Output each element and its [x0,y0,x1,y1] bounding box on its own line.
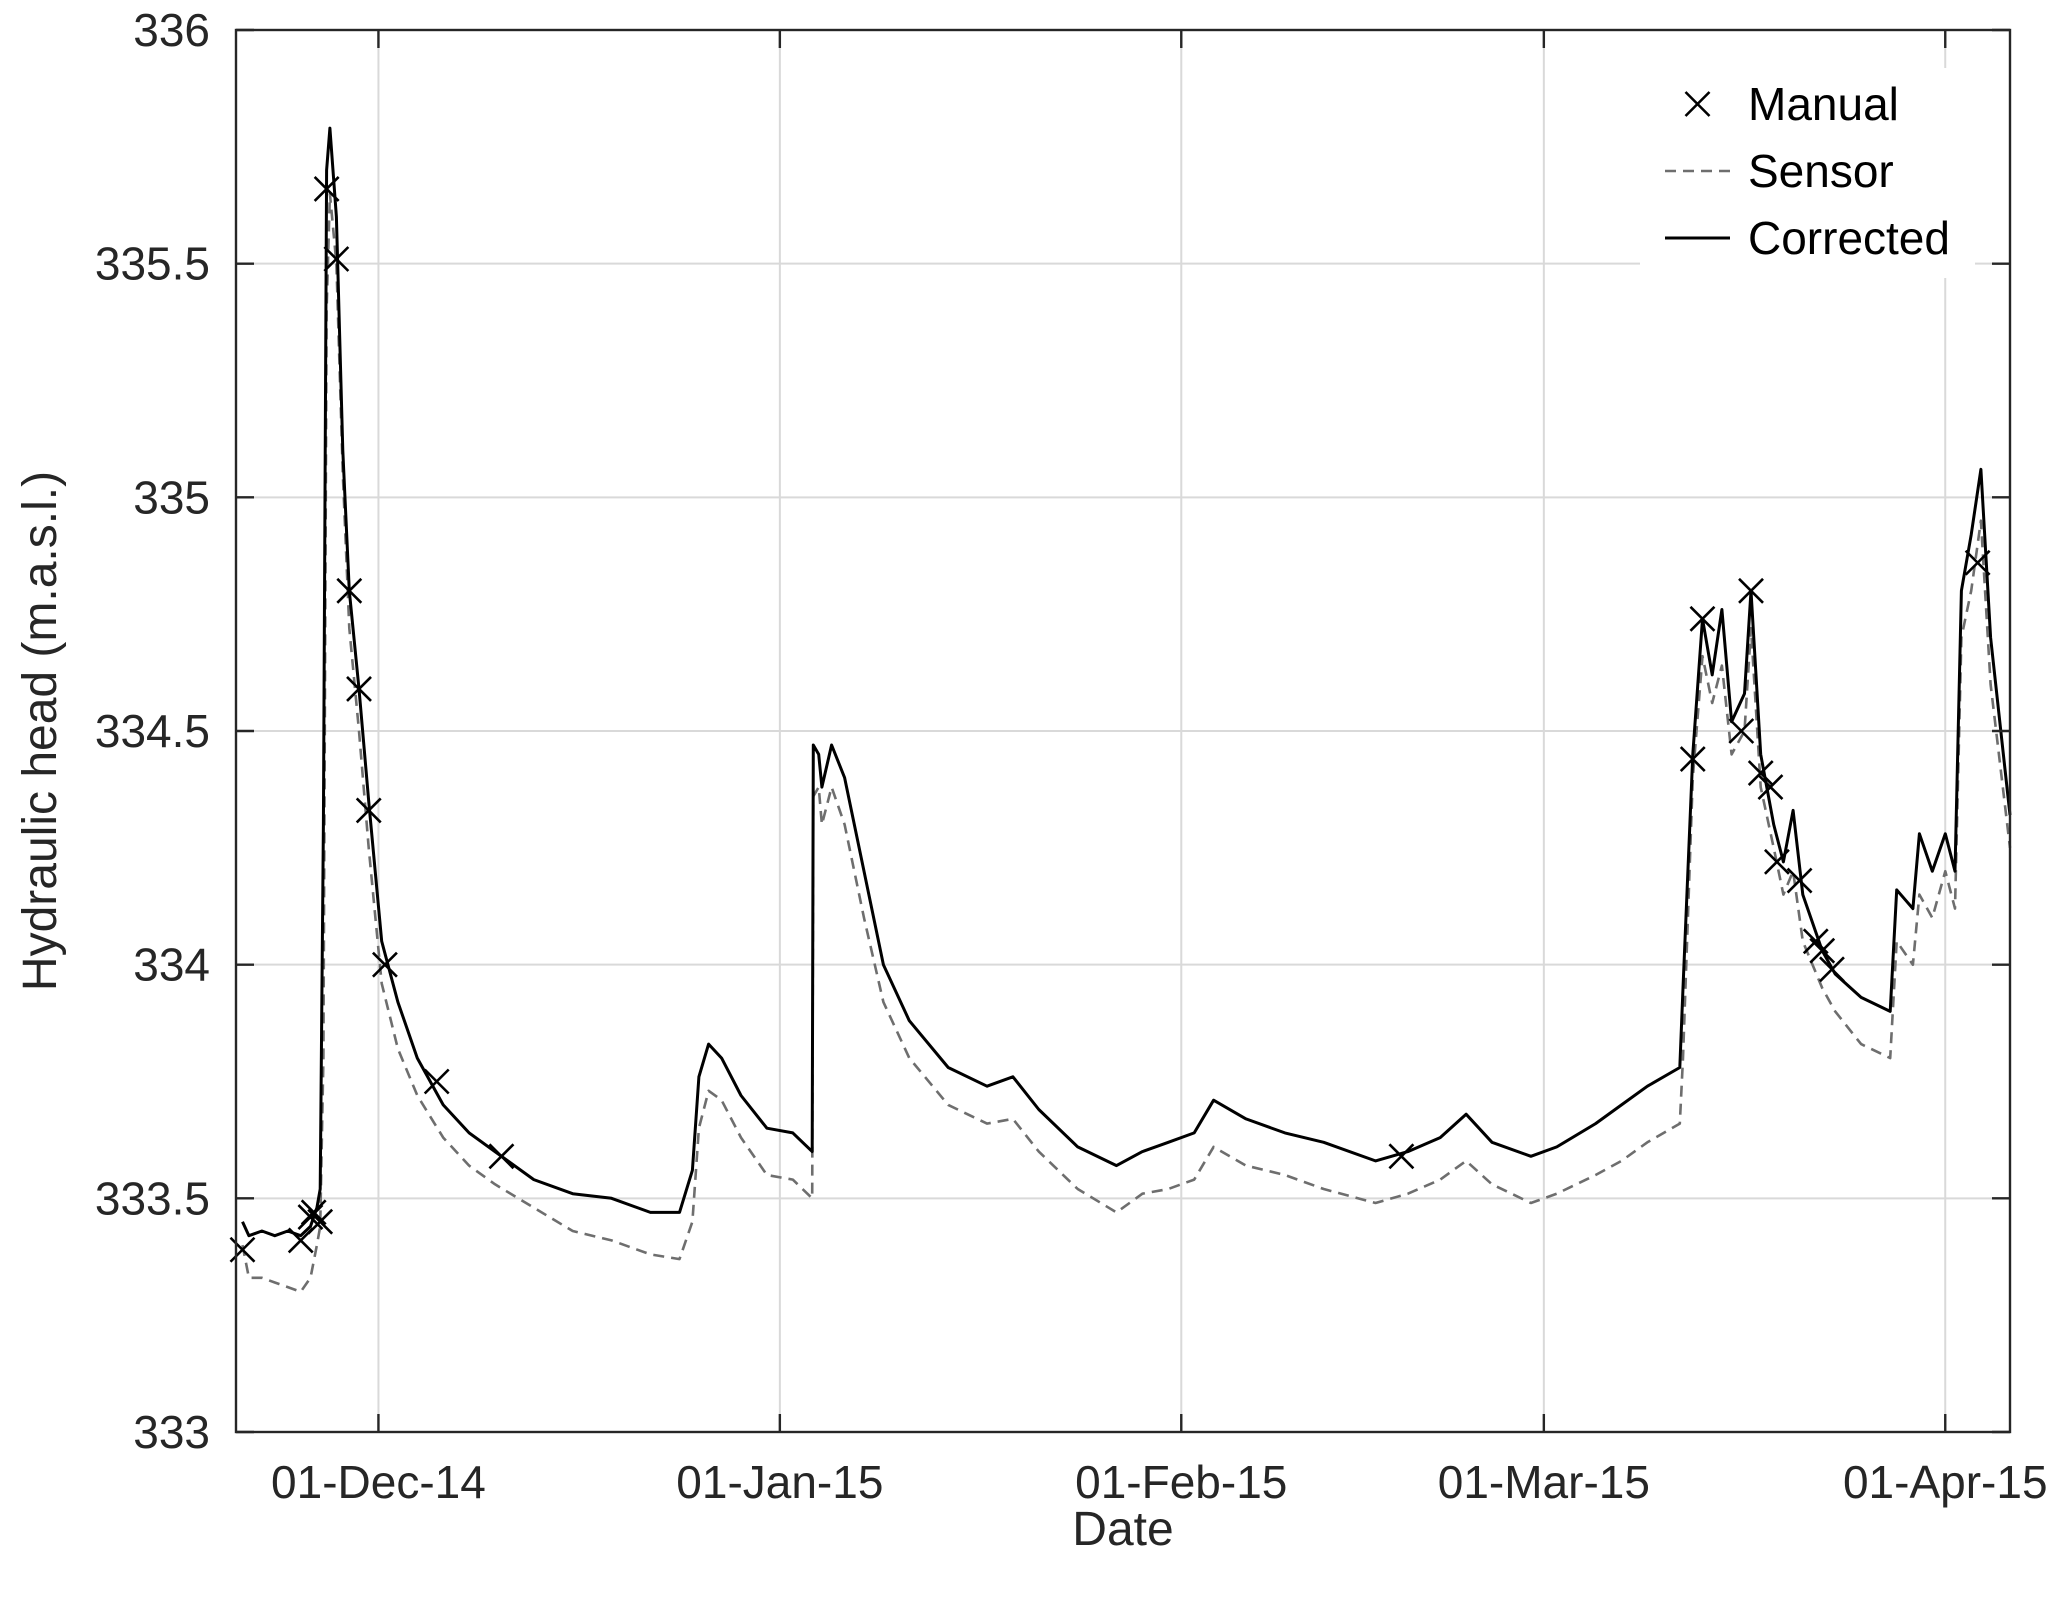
x-marker-stroke [323,246,350,272]
x-marker-stroke [307,1208,334,1235]
y-tick-label: 334 [133,939,210,991]
manual-point [423,1068,450,1095]
x-tick-label: 01-Dec-14 [271,1456,486,1508]
manual-point [346,676,372,702]
manual-point [229,1236,256,1263]
manual-point [307,1208,334,1235]
x-marker-stroke [1757,774,1784,800]
x-marker-stroke [371,951,398,978]
x-tick-label: 01-Mar-15 [1438,1456,1650,1508]
x-marker-stroke [1747,760,1774,786]
x-marker-stroke [1689,605,1716,632]
manual-point [1747,760,1774,786]
manual-point [1764,848,1790,875]
y-axis-title: Hydraulic head (m.a.s.l.) [14,471,67,991]
manual-point [1679,746,1706,772]
manual-point [336,577,363,604]
y-tick-label: 336 [133,4,210,56]
x-marker-stroke [229,1236,256,1263]
series-layer [229,126,2012,1294]
x-marker-stroke [1809,937,1836,964]
manual-point [1388,1143,1415,1170]
x-marker-stroke [1764,848,1790,875]
legend-label-sensor: Sensor [1748,145,1894,197]
x-marker-stroke [1964,549,1991,576]
legend-label-corrected: Corrected [1748,212,1950,264]
manual-point [488,1143,515,1170]
x-marker-stroke [1728,718,1755,744]
y-tick-label: 333.5 [95,1172,210,1224]
legend-entry-sensor: Sensor [1665,145,1894,197]
x-tick-label: 01-Jan-15 [676,1456,883,1508]
legend-label-manual: Manual [1748,78,1899,130]
manual-point [313,175,340,202]
manual-point [323,246,350,272]
manual-point [371,951,398,978]
manual-point [1786,867,1813,894]
x-marker-stroke [1738,577,1764,604]
x-marker-stroke [1786,867,1813,894]
x-marker-stroke [1679,746,1706,772]
legend-entry-corrected: Corrected [1665,212,1950,264]
x-marker-stroke [488,1143,515,1170]
axes: 01-Dec-14 01-Jan-15 01-Feb-15 01-Mar-15 01-A… [95,4,2048,1508]
x-marker-stroke [1388,1143,1415,1170]
manual-point [1809,937,1836,964]
x-marker-stroke [1802,928,1829,955]
x-axis-title: Date [1072,1503,1173,1556]
manual-point [1964,549,1991,576]
x-tick-label: 01-Feb-15 [1075,1456,1287,1508]
y-tick-label: 335.5 [95,238,210,290]
x-tick-label: 01-Apr-15 [1843,1456,2048,1508]
x-marker-stroke [1819,956,1845,983]
x-marker-stroke [346,676,372,702]
corrected-series-line [241,126,2012,1238]
x-marker-stroke [423,1068,450,1095]
y-tick-label: 334.5 [95,705,210,757]
manual-point [1757,774,1784,800]
x-marker-stroke [336,577,363,604]
legend-entry-manual: Manual [1684,78,1899,130]
sensor-series-line [241,192,2012,1294]
manual-point [1738,577,1764,604]
legend-x-marker-icon [1684,91,1711,117]
x-marker-stroke [300,1199,327,1226]
y-tick-label: 333 [133,1406,210,1458]
y-tick-label: 335 [133,471,210,523]
x-marker-stroke [355,797,382,824]
manual-point [1689,605,1716,632]
manual-point [1819,956,1845,983]
x-marker-stroke [1684,91,1711,117]
legend: Manual Sensor Corrected [1640,68,1975,278]
x-marker-stroke [313,175,340,202]
manual-point [355,797,382,824]
manual-point [1728,718,1755,744]
